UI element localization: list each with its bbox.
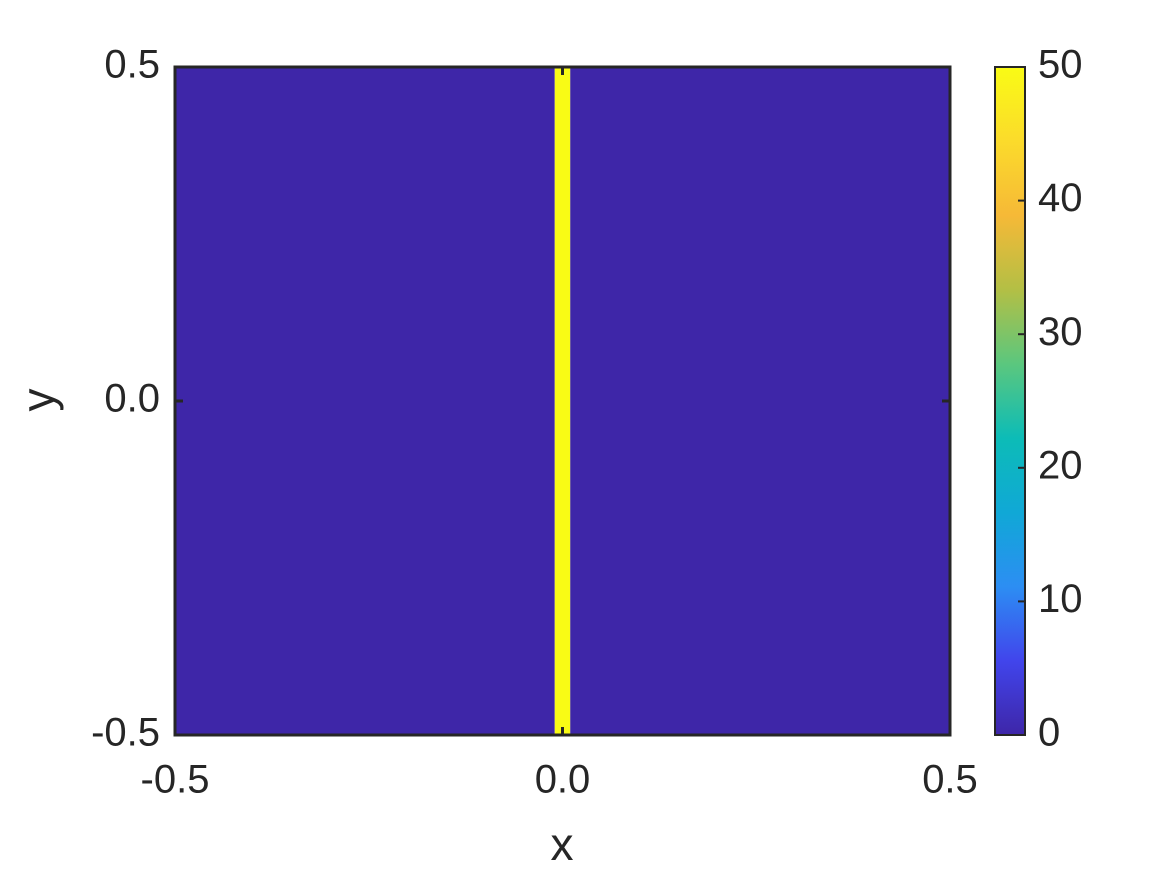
colorbar-tick-label: 10 [1038,577,1083,621]
heatmap-cell [175,67,555,735]
y-axis-label: y [12,389,64,412]
y-tick-label: 0.5 [104,43,160,87]
colorbar-tick-label: 20 [1038,443,1083,487]
y-tick-label: 0.0 [104,377,160,421]
x-tick-label: 0.5 [922,758,978,802]
colorbar-tick-label: 50 [1038,43,1083,87]
y-tick-label: -0.5 [91,711,160,755]
colorbar-tick-label: 40 [1038,176,1083,220]
heatmap-cell [570,67,950,735]
x-tick-label: -0.5 [141,758,210,802]
heatmap-cell [554,67,571,735]
colorbar [994,66,1026,736]
colorbar-tick-label: 0 [1038,711,1060,755]
x-tick-label: 0.0 [535,758,591,802]
x-axis-label: x [551,818,574,870]
colorbar-tick-label: 30 [1038,310,1083,354]
